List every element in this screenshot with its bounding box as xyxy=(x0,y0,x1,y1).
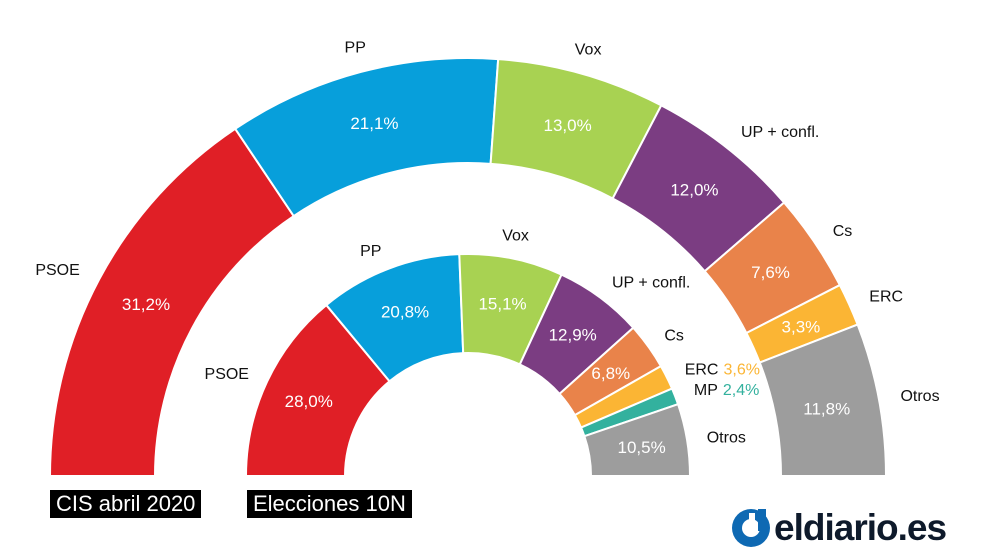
inner-name-mp: MP 2,4% xyxy=(694,382,759,399)
outer-slice-otros xyxy=(758,323,888,477)
inner-pct-pp: 20,8% xyxy=(381,303,429,322)
inner-name-psoe: PSOE xyxy=(205,366,249,383)
eldiario-logo-text: eldiario.es xyxy=(774,507,947,548)
outer-pct-cs: 7,6% xyxy=(751,263,790,282)
inner-name-otros: Otros xyxy=(707,429,746,446)
eldiario-logo-icon xyxy=(732,509,770,547)
inner-pct-erc: 3,6% xyxy=(723,361,759,378)
caption-10n: Elecciones 10N xyxy=(247,490,412,518)
inner-pct-psoe: 28,0% xyxy=(285,392,333,411)
outer-name-erc: ERC xyxy=(869,289,903,306)
outer-pct-up-confl: 12,0% xyxy=(670,181,718,200)
inner-name-up-confl: UP + confl. xyxy=(612,274,690,291)
inner-pct-otros: 10,5% xyxy=(618,438,666,457)
inner-pct-vox: 15,1% xyxy=(478,294,526,313)
outer-pct-erc: 3,3% xyxy=(782,317,821,336)
outer-name-up-confl: UP + confl. xyxy=(741,124,819,141)
outer-pct-psoe: 31,2% xyxy=(122,295,170,314)
outer-name-otros: Otros xyxy=(900,388,939,405)
inner-slice-otros xyxy=(583,402,692,477)
inner-ring-10n: 28,0% PSOE 20,8% PP 15,1% Vox 12,9% UP + confl.… xyxy=(205,228,760,477)
eldiario-logo: eldiario.es xyxy=(730,504,947,552)
inner-pct-mp: 2,4% xyxy=(723,382,759,399)
inner-name-erc: ERC 3,6% xyxy=(685,361,760,378)
inner-name-vox: Vox xyxy=(502,228,529,245)
outer-name-vox: Vox xyxy=(575,42,602,59)
caption-cis: CIS abril 2020 xyxy=(50,490,202,518)
outer-pct-pp: 21,1% xyxy=(350,114,398,133)
inner-pct-up-confl: 12,9% xyxy=(549,326,597,345)
outer-ring-cis: 31,2% PSOE 21,1% PP 13,0% Vox 12,0% UP + confl.… xyxy=(35,40,940,477)
inner-name-cs: Cs xyxy=(664,327,684,344)
outer-pct-vox: 13,0% xyxy=(544,116,592,135)
outer-name-pp: PP xyxy=(345,40,366,57)
outer-name-psoe: PSOE xyxy=(35,262,79,279)
inner-name-pp: PP xyxy=(360,243,381,260)
inner-pct-cs: 6,8% xyxy=(591,364,630,383)
outer-pct-otros: 11,8% xyxy=(803,400,850,419)
outer-name-cs: Cs xyxy=(833,223,853,240)
